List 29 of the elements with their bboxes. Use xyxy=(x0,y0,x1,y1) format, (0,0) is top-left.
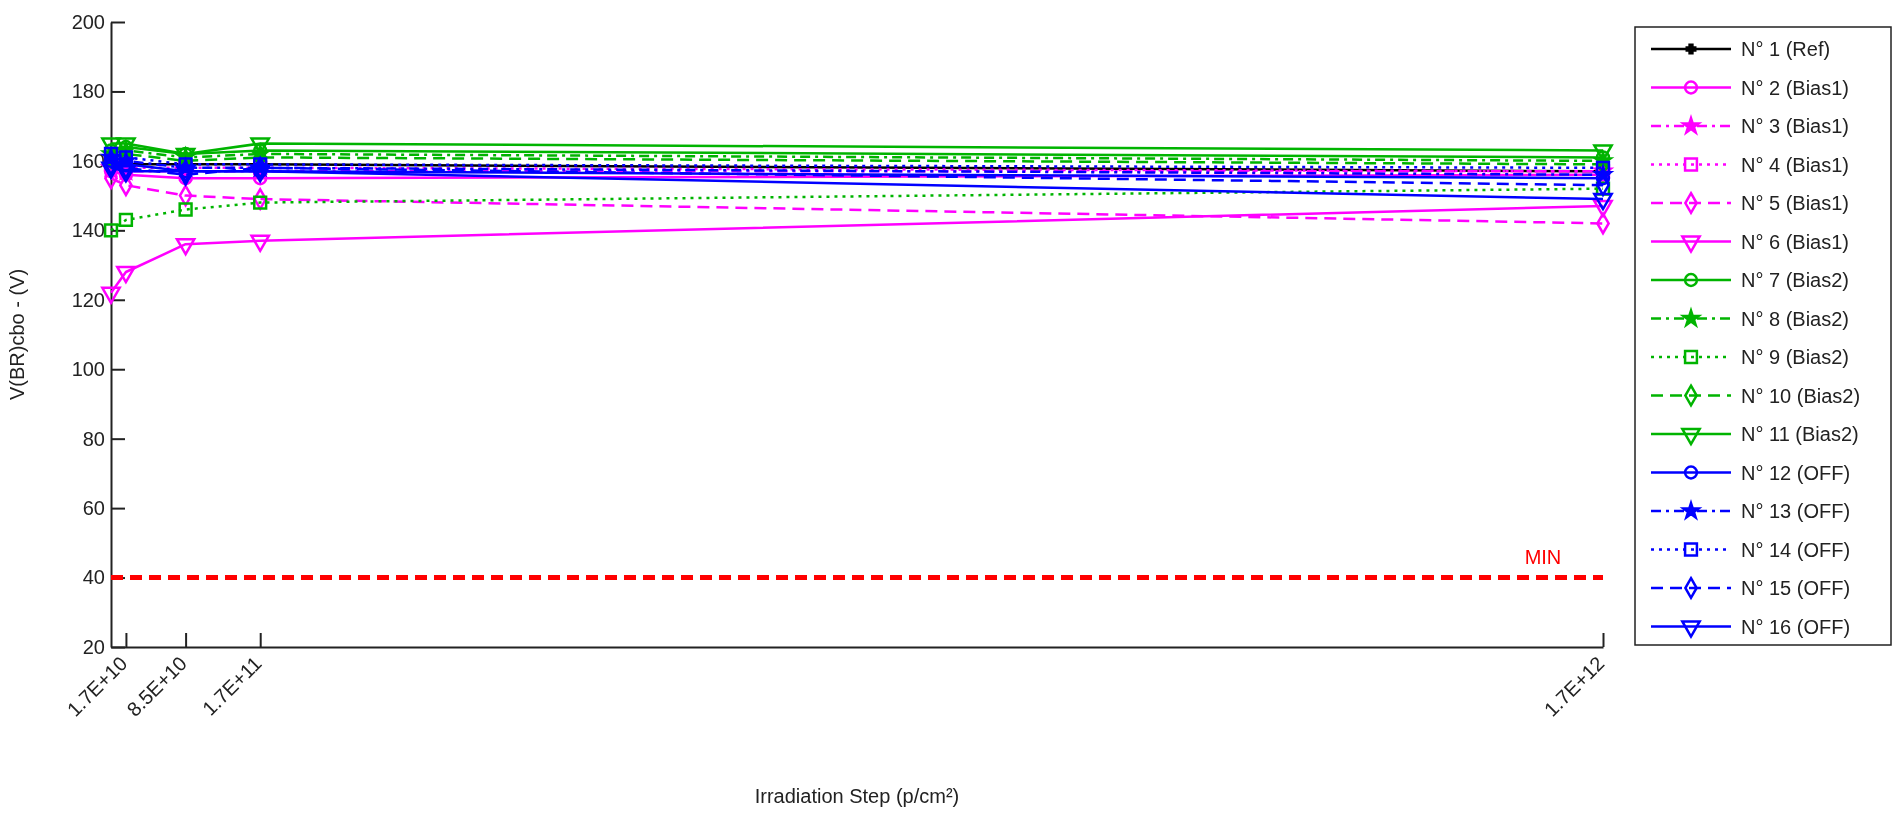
legend-label: N° 10 (Bias2) xyxy=(1741,384,1861,407)
y-tick-label: 40 xyxy=(82,566,105,589)
legend-label: N° 2 (Bias1) xyxy=(1741,76,1850,99)
y-tick-label: 20 xyxy=(82,635,105,658)
legend-label: N° 11 (Bias2) xyxy=(1741,423,1859,445)
y-tick-label: 180 xyxy=(71,80,105,103)
y-tick-label: 200 xyxy=(71,10,105,33)
legend-label: N° 8 (Bias2) xyxy=(1741,307,1850,330)
y-axis-title: V(BR)cbo - (V) xyxy=(6,268,28,401)
y-tick-label: 140 xyxy=(71,219,105,242)
legend-label: N° 13 (OFF) xyxy=(1741,500,1851,522)
y-tick-label: 100 xyxy=(71,358,105,381)
legend-label: N° 5 (Bias1) xyxy=(1741,192,1850,214)
x-axis-title: Irradiation Step (p/cm²) xyxy=(754,785,960,807)
ref-line-label: MIN xyxy=(1524,545,1562,568)
legend-label: N° 15 (OFF) xyxy=(1741,577,1851,599)
legend-label: N° 14 (OFF) xyxy=(1741,538,1851,561)
legend-label: N° 3 (Bias1) xyxy=(1741,115,1850,137)
legend-label: N° 16 (OFF) xyxy=(1741,615,1851,638)
legend-label: N° 4 (Bias1) xyxy=(1741,153,1850,176)
legend-label: N° 12 (OFF) xyxy=(1741,461,1851,484)
y-tick-label: 160 xyxy=(71,149,105,172)
y-tick-label: 80 xyxy=(82,427,105,450)
legend-label: N° 9 (Bias2) xyxy=(1741,346,1850,368)
y-tick-label: 120 xyxy=(71,288,105,311)
legend-label: N° 7 (Bias2) xyxy=(1741,269,1850,291)
legend-label: N° 6 (Bias1) xyxy=(1741,230,1850,253)
y-tick-label: 60 xyxy=(82,497,105,520)
legend-label: N° 1 (Ref) xyxy=(1741,38,1831,60)
